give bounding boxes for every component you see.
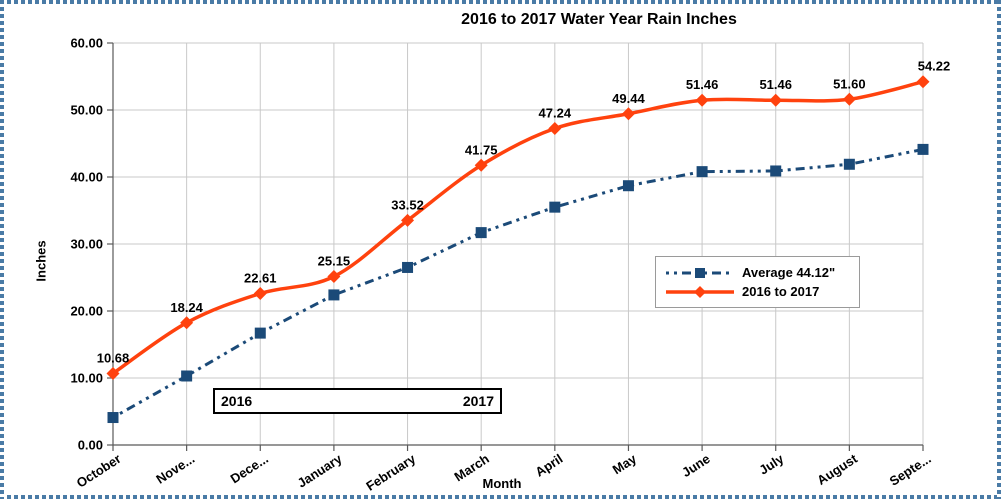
y-tick-label: 0.00	[78, 438, 103, 453]
diamond-marker-icon	[694, 285, 706, 298]
average-series-marker[interactable]	[770, 165, 782, 177]
x-tick-label: October	[74, 451, 124, 491]
rain-data-label: 10.68	[97, 350, 130, 365]
x-tick-label: June	[679, 451, 713, 480]
year-left-label: 2016	[221, 393, 253, 409]
average-series-marker[interactable]	[696, 166, 708, 178]
rain-series-marker[interactable]	[621, 107, 635, 121]
selection-border-top	[0, 0, 1001, 4]
rain-series-marker[interactable]	[548, 121, 562, 135]
x-tick-label: August	[814, 451, 860, 488]
rain-data-label: 25.15	[318, 253, 351, 268]
rain-series-marker[interactable]	[180, 316, 194, 330]
average-series-marker[interactable]	[917, 143, 929, 155]
x-tick-label: May	[610, 451, 640, 478]
average-series-marker[interactable]	[107, 412, 119, 424]
selection-border-right	[997, 0, 1001, 499]
rain-data-label: 49.44	[612, 91, 645, 106]
rain-data-label: 33.52	[391, 197, 424, 212]
legend-average-line-sample	[666, 267, 734, 278]
average-series-line[interactable]	[112, 147, 924, 419]
average-series-marker[interactable]	[328, 289, 340, 301]
legend-item-average[interactable]: Average 44.12"	[664, 265, 851, 280]
rain-data-label: 54.22	[918, 59, 951, 74]
average-series-marker[interactable]	[402, 261, 414, 273]
y-tick-label: 20.00	[70, 304, 103, 319]
average-series-marker[interactable]	[843, 158, 855, 170]
average-series-marker[interactable]	[622, 180, 634, 192]
rain-series-marker[interactable]	[401, 213, 415, 227]
rain-data-label: 47.24	[539, 105, 572, 120]
average-series-marker[interactable]	[181, 370, 193, 382]
year-right-label: 2017	[462, 393, 494, 409]
selection-border-left	[0, 0, 4, 499]
legend-item-2016-2017[interactable]: 2016 to 2017	[664, 284, 851, 299]
square-marker-icon	[695, 267, 705, 278]
x-tick-label: July	[756, 451, 787, 478]
y-tick-label: 50.00	[70, 103, 103, 118]
rain-series-marker[interactable]	[842, 92, 856, 106]
y-tick-label: 40.00	[70, 170, 103, 185]
selection-border-bottom	[0, 495, 1001, 499]
rain-series-marker[interactable]	[106, 366, 120, 380]
rain-data-label: 51.46	[686, 77, 719, 92]
rain-series-marker[interactable]	[695, 93, 709, 107]
legend-rain-line-sample	[666, 285, 734, 298]
rain-series-marker[interactable]	[474, 158, 488, 172]
rain-data-label: 41.75	[465, 142, 498, 157]
y-tick-label: 10.00	[70, 371, 103, 386]
rain-series-marker[interactable]	[769, 93, 783, 107]
rain-series-marker[interactable]	[327, 269, 341, 283]
legend-average-label: Average 44.12"	[742, 265, 836, 280]
x-tick-label: Septe...	[887, 451, 934, 489]
legend[interactable]: Average 44.12" 2016 to 2017	[655, 256, 860, 308]
y-axis-title: Inches	[33, 240, 49, 282]
x-tick-label: Dece...	[228, 451, 271, 486]
y-tick-label: 30.00	[70, 237, 103, 252]
legend-rain-label: 2016 to 2017	[742, 284, 820, 299]
rain-data-label: 22.61	[244, 271, 277, 286]
average-series-marker[interactable]	[254, 327, 266, 339]
rain-series-marker[interactable]	[916, 75, 930, 89]
chart-title: 2016 to 2017 Water Year Rain Inches	[461, 11, 737, 28]
rain-series-line[interactable]	[112, 80, 924, 375]
rain-data-label: 18.24	[170, 300, 203, 315]
rain-series-marker[interactable]	[253, 287, 267, 301]
year-range-box: 2016 2017	[213, 388, 502, 414]
x-axis-title: Month	[482, 476, 522, 491]
x-tick-label: January	[295, 451, 346, 491]
rain-data-label: 51.60	[833, 76, 866, 91]
x-tick-label: Nove...	[153, 451, 197, 487]
y-tick-label: 60.00	[70, 36, 103, 51]
rain-data-label: 51.46	[759, 77, 792, 92]
average-series-marker[interactable]	[549, 201, 561, 213]
average-series-marker[interactable]	[475, 227, 487, 239]
